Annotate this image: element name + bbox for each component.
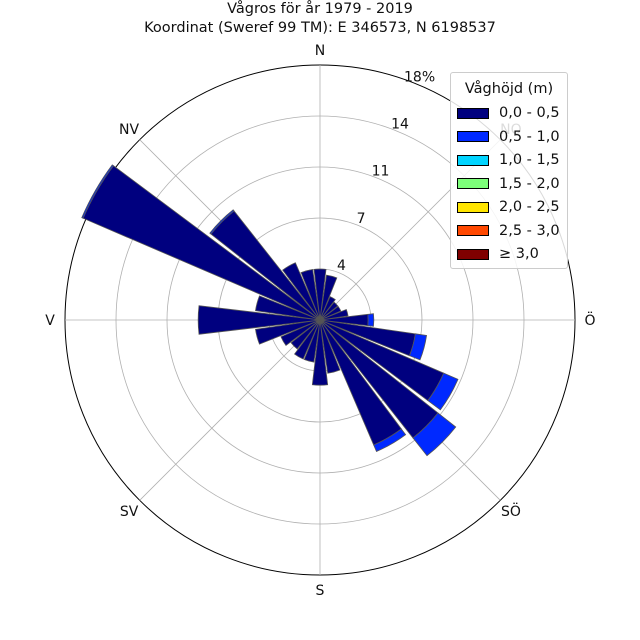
direction-label-3: SÖ	[501, 502, 521, 520]
rose-bar-135-bin-1	[412, 412, 457, 457]
legend-swatch	[457, 225, 489, 236]
rose-bar-60-bin-0	[319, 305, 342, 321]
legend-label: 2,5 - 3,0	[499, 222, 560, 239]
rose-bar-0-bin-0	[313, 268, 327, 321]
chart-title: Vågros för år 1979 - 2019	[227, 1, 413, 17]
direction-label-5: SV	[120, 504, 139, 520]
legend-swatch	[457, 107, 489, 119]
chart-subtitle: Koordinat (Sweref 99 TM): E 346573, N 61…	[144, 20, 496, 36]
radial-tick-label: 7	[357, 211, 366, 227]
rose-bar-315-bin-1	[209, 209, 235, 235]
radial-tick-label: 18%	[404, 69, 435, 85]
rose-bars	[81, 164, 459, 457]
legend-entry: ≥ 3,0	[457, 244, 539, 264]
rose-bar-195-bin-0	[303, 319, 321, 363]
legend-entry: 1,5 - 2,0	[457, 174, 560, 194]
legend-title: Våghöjd (m)	[464, 81, 554, 97]
rose-bar-270-bin-0	[197, 305, 321, 335]
direction-label-7: NV	[119, 122, 139, 138]
rose-bar-255-bin-0	[255, 319, 321, 345]
grid-spoke	[139, 319, 321, 501]
chart-title-block: Vågros för år 1979 - 2019 Koordinat (Swe…	[0, 0, 640, 38]
rose-bar-300-bin-1	[81, 164, 114, 219]
rose-bar-210-bin-0	[294, 319, 321, 360]
legend-label: 0,5 - 1,0	[499, 128, 560, 145]
legend-swatch	[457, 201, 489, 213]
direction-label-4: S	[316, 583, 325, 599]
radial-tick-label: 11	[372, 164, 390, 180]
radial-tick-label: 4	[337, 258, 346, 274]
rose-bar-330-bin-0	[282, 262, 321, 321]
rose-bar-45-bin-0	[319, 301, 339, 321]
legend-label: 1,5 - 2,0	[499, 175, 560, 192]
direction-label-0: N	[315, 43, 325, 59]
rose-bar-345-bin-0	[300, 269, 321, 321]
rose-bar-300-bin-0	[82, 165, 321, 321]
rose-bar-90-bin-1	[367, 313, 375, 327]
radial-tick-labels: 4 7 11 14 18%	[337, 69, 435, 273]
legend-swatch	[457, 154, 489, 166]
rose-bar-225-bin-0	[290, 319, 321, 350]
rose-bar-240-bin-0	[280, 319, 321, 346]
rose-bar-180-bin-0	[311, 319, 329, 386]
direction-label-2: Ö	[584, 311, 595, 329]
rose-bar-75-bin-0	[319, 308, 349, 321]
legend-entry: 2,5 - 3,0	[457, 221, 560, 241]
legend-entry: 2,0 - 2,5	[457, 197, 560, 217]
legend-swatch	[457, 178, 489, 189]
radial-tick-label: 14	[391, 117, 409, 133]
rose-bar-165-bin-0	[319, 319, 341, 374]
legend-swatch	[457, 131, 489, 142]
legend-label: 2,0 - 2,5	[499, 199, 560, 215]
legend-entry: 1,0 - 1,5	[457, 150, 560, 170]
rose-bar-120-bin-1	[427, 372, 459, 411]
legend-entry: 0,5 - 1,0	[457, 127, 560, 147]
rose-bar-105-bin-1	[408, 333, 428, 361]
rose-bar-285-bin-0	[255, 295, 321, 321]
legend-label: 0,0 - 0,5	[499, 105, 560, 121]
rose-bar-15-bin-0	[319, 274, 338, 321]
legend-entry: 0,0 - 0,5	[457, 103, 560, 123]
legend-label: ≥ 3,0	[499, 246, 539, 262]
direction-label-6: V	[45, 313, 55, 329]
legend-label: 1,0 - 1,5	[499, 152, 560, 168]
legend-swatch	[457, 248, 489, 260]
legend: Våghöjd (m) 0,0 - 0,5 0,5 - 1,0 1,0 - 1,5 1…	[450, 72, 568, 269]
rose-bar-30-bin-0	[319, 296, 336, 321]
rose-bar-150-bin-1	[373, 428, 407, 452]
